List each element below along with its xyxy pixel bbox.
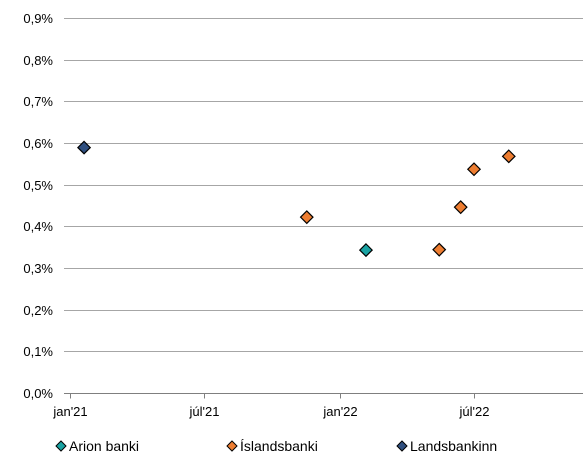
y-tick-label: 0,8% xyxy=(23,53,53,68)
x-tick-label: jan'21 xyxy=(52,404,87,419)
data-point-landsbankinn xyxy=(77,140,92,155)
legend-label: Landsbankinn xyxy=(410,438,497,454)
legend-marker xyxy=(396,440,408,452)
legend-marker xyxy=(226,440,238,452)
y-tick-label: 0,4% xyxy=(23,219,53,234)
y-tick-label: 0,2% xyxy=(23,303,53,318)
y-tick-label: 0,7% xyxy=(23,94,53,109)
data-point-arion-banki xyxy=(358,243,374,258)
y-tick-labels: 0,0% 0,1% 0,2% 0,3% 0,4% 0,5% 0,6% 0,7% 0,8% 0,9% xyxy=(23,11,53,401)
legend-label: Íslandsbanki xyxy=(240,438,318,454)
data-point-íslandsbanki xyxy=(432,242,447,257)
data-points xyxy=(77,140,516,258)
x-tick-label: júl'21 xyxy=(189,404,220,419)
x-tick-label: jan'22 xyxy=(322,404,357,419)
x-tick-labels: jan'21 júl'21 jan'22 júl'22 xyxy=(52,404,489,419)
y-tick-label: 0,1% xyxy=(23,344,53,359)
y-tick-label: 0,6% xyxy=(23,136,53,151)
y-tick-label: 0,0% xyxy=(23,386,53,401)
data-point-íslandsbanki xyxy=(299,210,314,225)
data-point-íslandsbanki xyxy=(501,149,516,164)
legend-label: Arion banki xyxy=(69,438,139,454)
data-point-íslandsbanki xyxy=(453,200,468,215)
y-tick-label: 0,9% xyxy=(23,11,53,26)
gridlines xyxy=(64,18,583,352)
x-tick-label: júl'22 xyxy=(459,404,490,419)
legend: Arion banki Íslandsbanki Landsbankinn xyxy=(55,438,497,454)
legend-marker xyxy=(55,440,67,452)
y-tick-label: 0,3% xyxy=(23,261,53,276)
axes xyxy=(64,393,583,399)
data-point-íslandsbanki xyxy=(466,162,482,177)
y-tick-label: 0,5% xyxy=(23,178,53,193)
